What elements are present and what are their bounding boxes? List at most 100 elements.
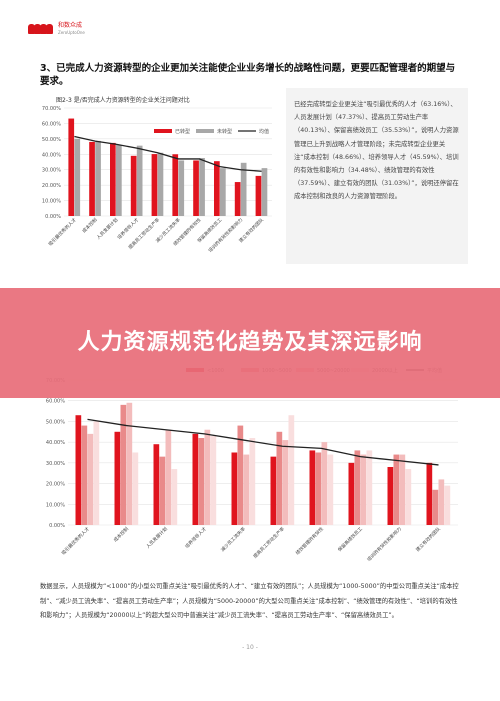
bar <box>393 454 400 525</box>
bar <box>240 162 247 216</box>
bar <box>438 479 445 525</box>
y-tick-label: 50.00% <box>42 137 61 143</box>
x-tick-label: 培养领导人才 <box>183 525 208 550</box>
y-tick-label: 0.00% <box>45 214 61 220</box>
bar <box>198 438 205 525</box>
bar <box>231 452 238 525</box>
side-note-text: 已经完成转型企业更关注“吸引最优秀的人才（63.16%）、人员发展计划（47.3… <box>294 101 459 201</box>
bar <box>116 145 122 216</box>
chart2-svg: 0.00% 10.00% 20.00% 30.00% 40.00% 50.00% 60.00… <box>46 367 458 563</box>
bar <box>315 452 322 525</box>
bar <box>81 425 88 525</box>
chart1-svg: 0.00% 10.00% 20.00% 30.00% 40.00% 50.00% 60.00… <box>42 106 272 254</box>
bar <box>151 154 158 216</box>
bar <box>204 429 211 525</box>
bar <box>199 158 205 216</box>
logo-name: 和数众成 <box>58 22 83 29</box>
y-tick-label: 20.00% <box>46 482 65 488</box>
bar <box>159 456 166 525</box>
y-tick-label: 0.00% <box>49 523 65 529</box>
bar <box>89 141 95 216</box>
body-paragraph: 数据显示，人员规模为“<1000”的小型公司重点关注“吸引最优秀的人才”、“建立… <box>40 583 459 619</box>
bar <box>214 161 220 216</box>
chart1-caption: 图2-3 是/否完成人力资源转型的企业关注问题对比 <box>56 97 190 104</box>
bar <box>132 452 139 525</box>
x-tick-label: 培训的有效性和影响力 <box>365 525 403 563</box>
bar <box>282 440 289 525</box>
y-tick-label: 40.00% <box>42 152 61 158</box>
bar <box>120 404 127 525</box>
bar <box>354 450 361 525</box>
bar <box>93 421 100 525</box>
legend-label: 未转型 <box>217 128 232 135</box>
bar <box>136 145 143 216</box>
y-tick-label: 10.00% <box>42 199 61 205</box>
y-tick-label: 30.00% <box>46 461 65 467</box>
bar <box>321 442 328 525</box>
x-tick-label: 减少员工流失率 <box>219 525 247 553</box>
chart-transformation-comparison: 0.00% 10.00% 20.00% 30.00% 40.00% 50.00% 60.00… <box>30 88 282 264</box>
x-tick-label: 成本控制 <box>112 525 130 543</box>
x-tick-label: 吸引最优秀的人才 <box>47 216 78 247</box>
page-number: - 10 - <box>242 644 258 651</box>
chart-company-size: 0.00% 10.00% 20.00% 30.00% 40.00% 50.00% 60.00… <box>36 360 466 570</box>
y-tick-label: 10.00% <box>46 502 65 508</box>
bar <box>249 438 256 525</box>
bar <box>114 431 121 525</box>
bar <box>366 450 373 525</box>
bar <box>95 140 101 216</box>
average-line <box>87 418 439 466</box>
legend-swatch <box>154 129 172 133</box>
bar <box>157 152 164 216</box>
bar <box>360 454 367 525</box>
bar <box>110 142 116 216</box>
bar <box>192 433 199 525</box>
bar <box>74 138 81 216</box>
x-tick-label: 培训的有效性和影响力 <box>207 216 245 254</box>
x-tick-label: 绩效管理的有效性 <box>294 525 325 556</box>
bar <box>309 450 316 525</box>
bar <box>171 469 178 525</box>
title-banner: 人力资源规范化趋势及其深远影响 <box>0 288 500 398</box>
bar <box>237 425 244 525</box>
x-tick-label: 成本控制 <box>81 216 99 234</box>
bar <box>68 118 75 216</box>
side-note: 已经完成转型企业更关注“吸引最优秀的人才（63.16%）、人员发展计划（47.3… <box>286 88 468 264</box>
bar <box>178 160 185 216</box>
legend-swatch <box>196 129 214 133</box>
bar <box>210 435 217 525</box>
y-tick-label: 30.00% <box>42 168 61 174</box>
bar <box>130 155 137 216</box>
x-tick-label: 提高员工劳动生产率 <box>252 525 286 559</box>
bar <box>220 168 226 216</box>
bar <box>126 402 133 525</box>
legend-label: 已转型 <box>175 128 190 135</box>
company-logo: 和数众成 ZeroUptoOne <box>28 22 85 36</box>
y-tick-label: 50.00% <box>46 419 65 425</box>
y-tick-label: 60.00% <box>42 121 61 127</box>
bar <box>193 160 199 216</box>
bar <box>234 182 241 216</box>
bar <box>270 456 277 525</box>
bar <box>387 467 394 525</box>
y-tick-label: 20.00% <box>42 183 61 189</box>
bar <box>243 454 250 525</box>
y-tick-label: 60.00% <box>46 399 65 405</box>
bar <box>432 489 439 525</box>
section-title: 3、已完成人力资源转型的企业更加关注能使企业业务增长的战略性问题，更要匹配管理者… <box>40 63 456 87</box>
bar <box>348 462 355 525</box>
bar <box>327 454 334 525</box>
x-tick-label: 保留高绩效员工 <box>336 525 364 553</box>
bar <box>255 175 262 216</box>
legend-label: 均值 <box>259 128 269 135</box>
logo-text: 和数众成 ZeroUptoOne <box>58 22 85 36</box>
bar <box>153 444 160 525</box>
average-line <box>74 135 262 172</box>
bar <box>288 415 295 525</box>
logo-sub: ZeroUptoOne <box>58 30 85 35</box>
y-tick-label: 70.00% <box>42 106 61 112</box>
logo-people-icon <box>28 22 54 36</box>
bar <box>426 462 433 525</box>
bar <box>399 454 406 525</box>
bar <box>276 431 283 525</box>
